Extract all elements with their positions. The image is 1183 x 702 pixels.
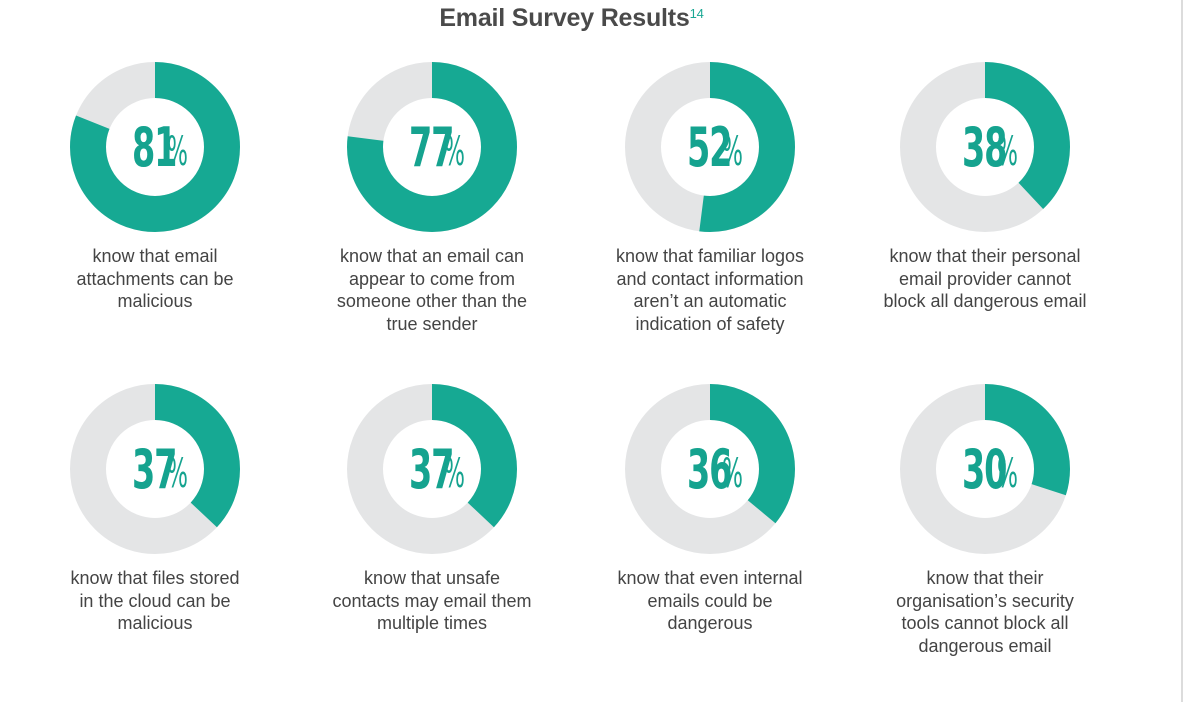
description-line: true sender [386,313,478,334]
percentage-label: 77% [302,62,562,232]
donut-value-arc [900,62,1070,232]
percentage-unit: % [443,451,465,497]
description-line: appear to come from [348,268,516,289]
percentage-value: 77 [409,115,454,179]
percentage-value: 36 [687,437,732,501]
description-line: and contact information [616,268,804,289]
stat-description: know that email attachments can be malicio… [25,245,285,313]
description-line: someone other than the [336,291,528,311]
stat-description: know that even internal emails could be da… [580,567,840,635]
page-title: Email Survey Results14 [0,4,1143,33]
donut-chart [900,62,1070,232]
donut-chart [70,384,240,554]
percentage-unit: % [166,451,188,497]
percentage-unit: % [996,451,1018,497]
percentage-value: 81 [132,115,177,179]
donut-chart [347,62,517,232]
description-line: know that their personal [889,246,1081,266]
donut-value-arc [625,384,795,554]
donut-chart [625,384,795,554]
description-line: know that familiar logos [615,246,805,266]
title-text: Email Survey Results [439,4,690,32]
percentage-unit: % [443,129,465,175]
percentage-value: 38 [962,115,1007,179]
description-line: in the cloud can be [79,590,231,611]
description-line: malicious [117,613,193,633]
donut-value-arc [347,384,517,554]
stat-description: know that familiar logos and contact info… [580,245,840,335]
description-line: email provider cannot [898,268,1072,289]
stat-description: know that their personal email provider c… [855,245,1115,313]
description-line: indication of safety [635,313,785,334]
description-line: multiple times [376,613,488,633]
percentage-unit: % [721,451,743,497]
stat-description: know that an email can appear to come fro… [302,245,562,335]
percentage-value: 37 [409,437,454,501]
donut-chart [70,62,240,232]
percentage-value: 37 [132,437,177,501]
donut-value-arc [900,384,1070,554]
description-line: know that their [926,568,1044,588]
stat-description: know that unsafe contacts may email them m… [302,567,562,635]
donut-chart [625,62,795,232]
percentage-label: 37% [302,384,562,554]
description-line: block all dangerous email [883,291,1087,311]
description-line: know that unsafe [363,568,501,588]
description-line: know that even internal [617,568,803,588]
description-line: organisation’s security [896,590,1074,611]
description-line: know that files stored [70,568,240,588]
description-line: know that an email can [339,246,525,266]
percentage-label: 36% [580,384,840,554]
percentage-label: 37% [25,384,285,554]
donut-value-arc [625,62,795,232]
donut-chart [347,384,517,554]
percentage-label: 52% [580,62,840,232]
stat-description: know that their organisation’s security to… [855,567,1115,657]
description-line: emails could be [647,590,773,611]
description-line: tools cannot block all [901,613,1069,633]
donut-value-arc [347,62,517,232]
description-line: know that email [92,246,218,266]
percentage-unit: % [996,129,1018,175]
description-line: contacts may email them [332,590,532,611]
description-line: malicious [117,291,193,311]
stat-description: know that files stored in the cloud can b… [25,567,285,635]
percentage-label: 30% [855,384,1115,554]
percentage-unit: % [166,129,188,175]
title-footnote-ref: 14 [689,6,704,21]
percentage-unit: % [721,129,743,175]
description-line: dangerous [667,613,753,633]
description-line: aren’t an automatic [633,291,787,311]
donut-value-arc [70,62,240,232]
percentage-label: 38% [855,62,1115,232]
donut-value-arc [70,384,240,554]
percentage-value: 30 [962,437,1007,501]
donut-chart [900,384,1070,554]
percentage-value: 52 [687,115,732,179]
description-line: dangerous email [918,635,1052,656]
page-edge-divider [1181,0,1183,702]
description-line: attachments can be [76,268,234,289]
percentage-label: 81% [25,62,285,232]
